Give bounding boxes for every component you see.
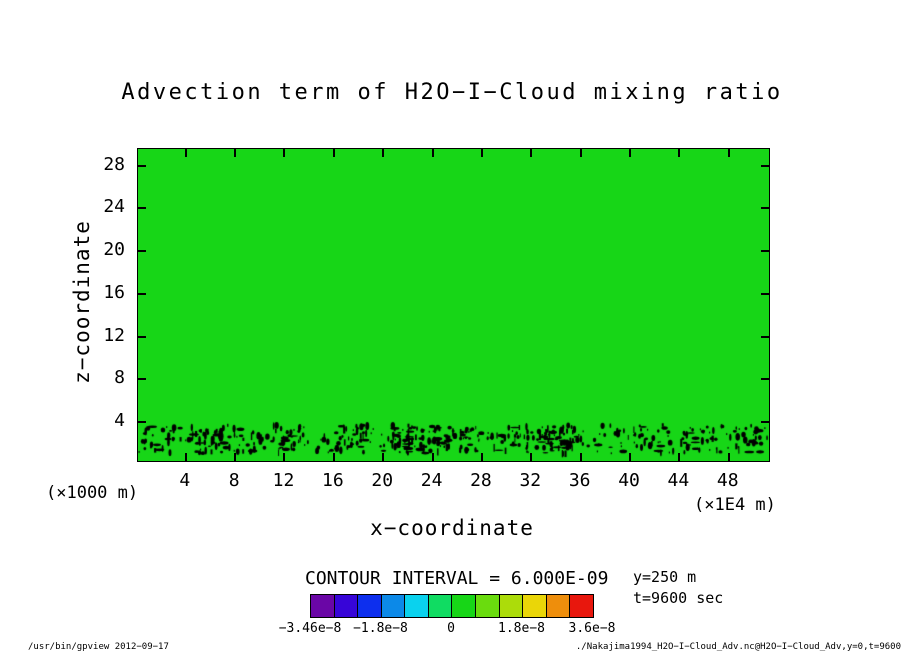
z-tick-mark <box>761 292 769 295</box>
x-tick-mark <box>234 453 237 461</box>
x-tick-mark <box>530 453 533 461</box>
footer-file-text: ./Nakajima1994_H2O−I−Cloud_Adv.nc@H2O−I−… <box>575 642 901 652</box>
x-tick-mark <box>283 453 286 461</box>
x-tick-mark <box>431 453 434 461</box>
chart-title: Advection term of H2O−I−Cloud mixing rat… <box>121 80 783 105</box>
colorbar-tick-label: 3.6e−8 <box>568 621 616 636</box>
contour-interval-text: CONTOUR INTERVAL = 6.000E-09 <box>305 568 609 589</box>
x-tick-mark <box>184 453 187 461</box>
colorbar-tick-label: 0 <box>447 621 455 636</box>
colorbar-segment <box>475 595 499 617</box>
z-tick-mark <box>761 207 769 210</box>
colorbar-segment <box>333 595 358 617</box>
x-tick-mark <box>678 453 681 461</box>
z-tick-mark <box>138 207 146 210</box>
x-tick-mark <box>629 149 632 157</box>
colorbar-segment <box>451 595 476 617</box>
x-tick-label: 24 <box>420 470 443 491</box>
x-tick-label: 16 <box>322 470 344 491</box>
plot-area <box>137 148 770 462</box>
contour-speckle-canvas <box>138 149 769 461</box>
colorbar-segment <box>569 595 593 617</box>
z-tick-label: 12 <box>103 324 125 346</box>
colorbar-tick-label: −1.8e−8 <box>353 621 408 636</box>
colorbar <box>310 594 594 618</box>
z-tick-label: 8 <box>114 367 125 389</box>
x-tick-label: 20 <box>371 470 394 491</box>
x-tick-mark <box>234 149 237 157</box>
z-tick-label: 20 <box>103 239 125 261</box>
z-axis-unit-note: (×1000 m) <box>46 483 139 503</box>
colorbar-segment <box>545 595 570 617</box>
z-tick-mark <box>761 335 769 338</box>
colorbar-segment <box>311 595 334 617</box>
x-tick-mark <box>480 149 483 157</box>
x-tick-mark <box>332 149 335 157</box>
colorbar-segment <box>427 595 452 617</box>
colorbar-segment <box>357 595 381 617</box>
colorbar-tick-label: 1.8e−8 <box>498 621 545 636</box>
footer-command-text: /usr/bin/gpview 2012−09−17 <box>28 642 169 652</box>
z-tick-mark <box>138 421 146 423</box>
x-tick-mark <box>480 453 483 461</box>
z-tick-label: 28 <box>103 153 125 175</box>
z-tick-mark <box>138 378 146 381</box>
x-tick-mark <box>579 453 582 461</box>
colorbar-tick-label: −3.46e−8 <box>278 621 342 636</box>
x-tick-label: 4 <box>179 470 191 491</box>
x-tick-mark <box>283 149 286 157</box>
x-axis-label: x−coordinate <box>370 516 534 540</box>
x-tick-label: 36 <box>568 470 591 491</box>
z-tick-mark <box>761 378 769 381</box>
x-axis-unit-note: (×1E4 m) <box>694 495 776 515</box>
x-tick-mark <box>530 149 533 157</box>
z-tick-mark <box>138 250 146 253</box>
x-tick-label: 28 <box>470 470 492 491</box>
colorbar-segment <box>380 595 405 617</box>
x-tick-label: 48 <box>716 470 739 491</box>
z-tick-mark <box>138 164 146 167</box>
annotation-t-slice: t=9600 sec <box>633 589 724 607</box>
z-tick-mark <box>138 292 146 295</box>
z-tick-label: 4 <box>114 410 125 431</box>
annotation-y-slice: y=250 m <box>633 568 697 586</box>
colorbar-segment <box>522 595 546 617</box>
z-tick-label: 24 <box>103 196 125 218</box>
x-tick-mark <box>727 149 730 157</box>
x-tick-label: 44 <box>667 470 690 491</box>
z-tick-mark <box>761 164 769 167</box>
x-tick-mark <box>629 453 632 461</box>
x-tick-mark <box>184 149 187 157</box>
x-tick-label: 40 <box>618 470 640 491</box>
x-tick-label: 32 <box>519 470 542 491</box>
x-tick-mark <box>579 149 582 157</box>
z-tick-mark <box>761 421 769 423</box>
x-tick-mark <box>678 149 681 157</box>
z-tick-mark <box>138 335 146 338</box>
colorbar-segment <box>498 595 523 617</box>
z-tick-mark <box>761 250 769 253</box>
x-tick-label: 8 <box>228 470 240 491</box>
colorbar-segment <box>404 595 428 617</box>
x-tick-mark <box>382 453 385 461</box>
x-tick-mark <box>727 453 730 461</box>
x-tick-label: 12 <box>272 470 295 491</box>
x-tick-mark <box>382 149 385 157</box>
x-tick-mark <box>431 149 434 157</box>
z-tick-label: 16 <box>103 281 125 303</box>
x-tick-mark <box>332 453 335 461</box>
